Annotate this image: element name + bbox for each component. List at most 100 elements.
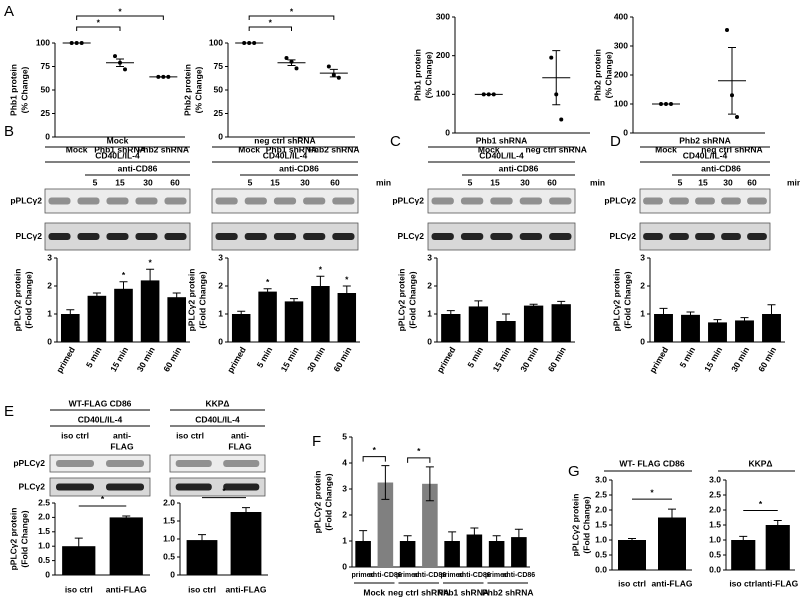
y-tick-label: 1.5 bbox=[709, 519, 721, 529]
y-tick-label: 2.5 bbox=[709, 489, 721, 499]
y-tick-label: 1.0 bbox=[163, 533, 175, 543]
panel-letter: G bbox=[568, 463, 580, 480]
x-tick-label: anti-FLAG bbox=[651, 578, 692, 588]
lane-label: anti- bbox=[231, 430, 249, 440]
chart-title: KKPΔ bbox=[748, 458, 772, 468]
blot-band bbox=[460, 197, 484, 205]
blot-row-label: pPLCγ2 bbox=[13, 458, 45, 468]
error-bar bbox=[740, 317, 749, 324]
lane-label: 15 bbox=[270, 177, 280, 187]
bar bbox=[109, 517, 143, 575]
x-tick-label: anti-CD86 bbox=[369, 572, 402, 579]
y-tick-label: 0.5 bbox=[709, 549, 721, 559]
significance-star: * bbox=[118, 6, 122, 16]
error-bar bbox=[668, 508, 676, 527]
y-tick-label: 2.5 bbox=[38, 497, 50, 507]
blot-stimulus: anti-CD86 bbox=[279, 163, 319, 173]
bar bbox=[60, 314, 80, 342]
blot-row-label: PLCγ2 bbox=[610, 231, 637, 241]
bar bbox=[708, 322, 727, 342]
blot-band bbox=[431, 197, 454, 205]
error-bar bbox=[381, 465, 390, 500]
data-point bbox=[725, 28, 729, 33]
x-tick-label: primed bbox=[647, 345, 670, 375]
blot-band bbox=[549, 233, 572, 240]
x-tick-label: 30 min bbox=[135, 345, 157, 373]
blot-band bbox=[431, 233, 454, 240]
lane-label: 5 bbox=[678, 177, 683, 187]
x-tick-label: 30 min bbox=[729, 345, 751, 373]
bar bbox=[87, 295, 107, 342]
y-tick-label: 0.0 bbox=[709, 564, 721, 574]
blot-band bbox=[490, 233, 513, 240]
bar bbox=[523, 305, 544, 342]
bar bbox=[731, 540, 756, 570]
blot-header: neg ctrl shRNA bbox=[254, 135, 315, 145]
blot-band bbox=[56, 460, 94, 467]
y-tick-label: 75 bbox=[41, 61, 51, 71]
y-tick-label: 1.0 bbox=[709, 534, 721, 544]
x-tick-label: iso ctrl bbox=[729, 578, 757, 588]
lane-label: FLAG bbox=[110, 441, 134, 451]
y-tick-label: 25 bbox=[41, 108, 51, 118]
y-tick-label: 200 bbox=[436, 50, 450, 60]
y-tick-label: 1.0 bbox=[595, 534, 607, 544]
blot-band bbox=[48, 197, 71, 205]
blot-band bbox=[215, 233, 238, 240]
blot-stimulus: anti-CD86 bbox=[499, 163, 539, 173]
y-tick-label: 1 bbox=[342, 535, 347, 545]
y-tick-label: 3 bbox=[218, 252, 223, 262]
error-bar bbox=[767, 304, 776, 324]
y-tick-label: 0 bbox=[45, 569, 50, 579]
blot-band bbox=[175, 460, 212, 467]
lane-unit: min bbox=[787, 177, 800, 187]
bar bbox=[231, 314, 251, 342]
data-point bbox=[294, 66, 299, 71]
y-tick-label: 1.5 bbox=[38, 526, 50, 536]
y-tick-label: 0 bbox=[218, 336, 223, 346]
lane-label: iso ctrl bbox=[176, 430, 204, 440]
x-tick-label: Mock bbox=[238, 144, 260, 154]
y-tick-label: 3 bbox=[640, 252, 645, 262]
bar bbox=[284, 301, 304, 342]
blot-row-label: pPLCγ2 bbox=[10, 195, 42, 205]
blot-treatment: CD40L/IL-4 bbox=[195, 414, 240, 424]
y-tick-label: 3 bbox=[342, 483, 347, 493]
error-bar bbox=[728, 46, 736, 115]
x-tick-label: anti-FLAG bbox=[225, 584, 266, 594]
y-axis-label: (Fold Change) bbox=[19, 510, 29, 567]
y-axis-label: (% Change) bbox=[19, 66, 29, 113]
y-tick-label: 0 bbox=[342, 561, 347, 571]
lane-label: 5 bbox=[248, 177, 253, 187]
y-tick-label: 0.5 bbox=[595, 549, 607, 559]
blot-band bbox=[48, 233, 71, 240]
chart-title: WT- FLAG CD86 bbox=[619, 458, 684, 468]
x-tick-label: primed bbox=[440, 572, 463, 579]
bar bbox=[230, 512, 262, 575]
y-axis-label: pPLCγ2 protein bbox=[8, 508, 18, 571]
x-tick-label: primed bbox=[351, 572, 374, 579]
blot-band bbox=[273, 197, 297, 205]
error-bar bbox=[474, 300, 483, 313]
blot-band bbox=[460, 233, 484, 240]
error-bar bbox=[287, 59, 296, 67]
x-tick-label: 15 min bbox=[702, 345, 724, 373]
blot-header: Mock bbox=[107, 135, 129, 145]
group-label: Phb1 shRNA bbox=[438, 587, 489, 597]
y-tick-label: 0.5 bbox=[38, 555, 50, 565]
error-bar bbox=[116, 58, 124, 67]
lane-label: 60 bbox=[547, 177, 557, 187]
x-tick-label: anti-CD86 bbox=[503, 572, 536, 579]
blot-row-label: PLCγ2 bbox=[398, 231, 425, 241]
data-point bbox=[735, 115, 739, 120]
error-bar bbox=[329, 68, 338, 78]
x-tick-label: 60 min bbox=[161, 345, 183, 373]
x-tick-label: 5 min bbox=[255, 345, 275, 369]
blot-band bbox=[747, 233, 767, 240]
significance-bracket bbox=[76, 26, 121, 31]
blot-band bbox=[164, 233, 187, 240]
y-tick-label: 2 bbox=[218, 280, 223, 290]
x-tick-label: primed bbox=[396, 572, 419, 579]
bar bbox=[551, 304, 571, 342]
